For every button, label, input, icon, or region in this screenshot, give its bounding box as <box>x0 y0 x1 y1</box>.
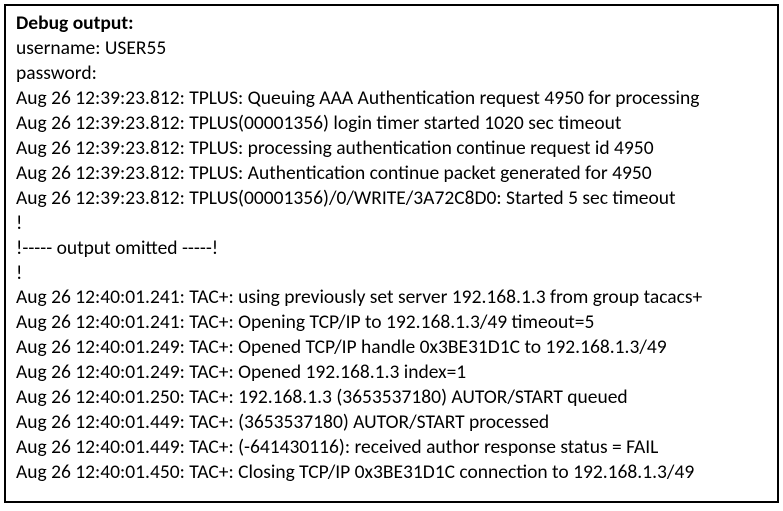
log-line: Aug 26 12:39:23.812: TPLUS: Queuing AAA … <box>16 86 767 111</box>
log-line: Aug 26 12:40:01.241: TAC+: Opening TCP/I… <box>16 310 767 335</box>
log-line: Aug 26 12:39:23.812: TPLUS: Authenticati… <box>16 161 767 186</box>
log-line: ! <box>16 211 767 236</box>
log-line: ! <box>16 261 767 286</box>
log-line: Aug 26 12:39:23.812: TPLUS(00001356) log… <box>16 111 767 136</box>
log-line: password: <box>16 61 767 86</box>
log-line: username: USER55 <box>16 36 767 61</box>
log-line: Aug 26 12:39:23.812: TPLUS(00001356)/0/W… <box>16 186 767 211</box>
log-line: Aug 26 12:39:23.812: TPLUS: processing a… <box>16 136 767 161</box>
log-line: Aug 26 12:40:01.250: TAC+: 192.168.1.3 (… <box>16 385 767 410</box>
debug-output-container: Debug output: username: USER55 password:… <box>4 4 779 503</box>
log-line: Aug 26 12:40:01.449: TAC+: (3653537180) … <box>16 410 767 435</box>
log-line: Aug 26 12:40:01.249: TAC+: Opened TCP/IP… <box>16 335 767 360</box>
debug-title: Debug output: <box>16 11 767 36</box>
log-line: !----- output omitted -----! <box>16 236 767 261</box>
log-line: Aug 26 12:40:01.450: TAC+: Closing TCP/I… <box>16 460 767 485</box>
log-line: Aug 26 12:40:01.241: TAC+: using previou… <box>16 285 767 310</box>
log-line: Aug 26 12:40:01.449: TAC+: (-641430116):… <box>16 435 767 460</box>
log-line: Aug 26 12:40:01.249: TAC+: Opened 192.16… <box>16 360 767 385</box>
